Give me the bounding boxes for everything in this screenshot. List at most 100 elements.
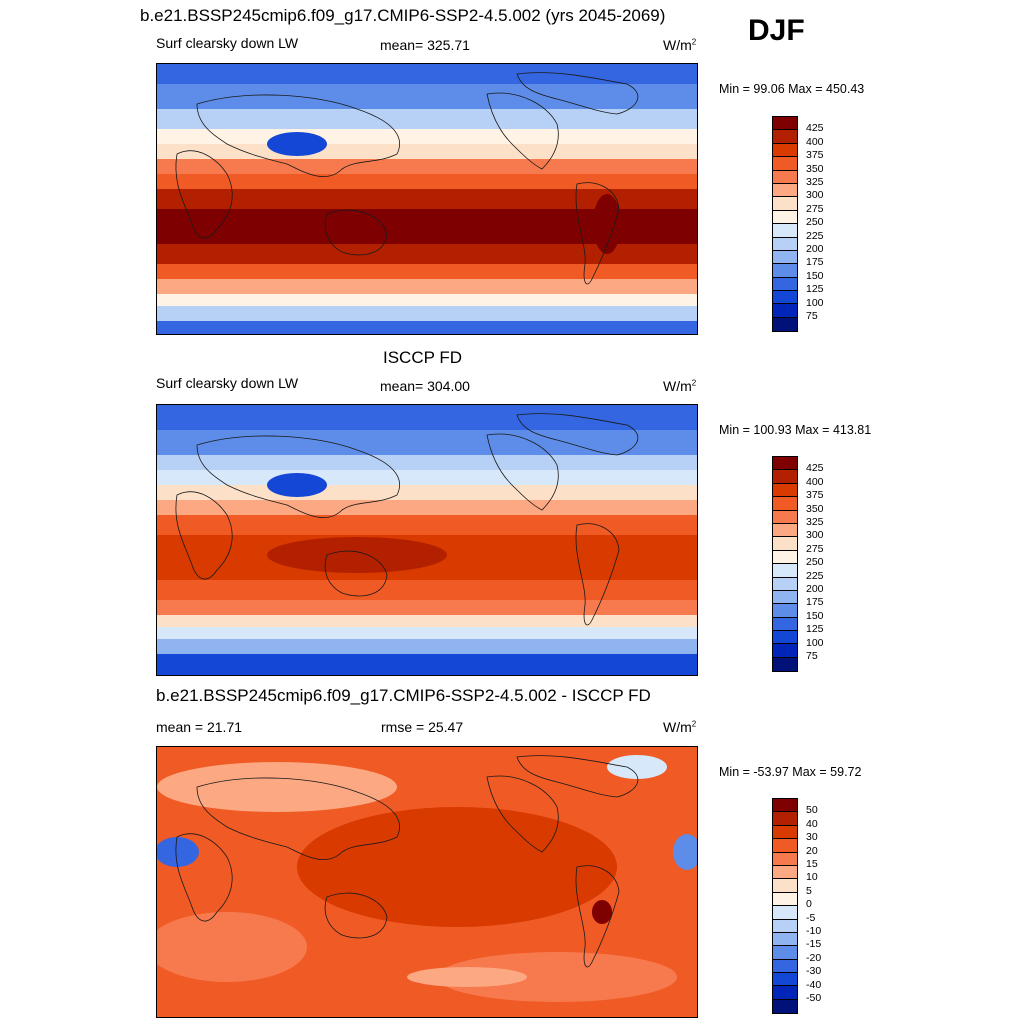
field-band — [157, 654, 697, 675]
coastline — [324, 892, 388, 939]
colorbar-swatch — [773, 130, 797, 144]
colorbar-swatch — [773, 590, 797, 605]
coastline — [486, 775, 559, 853]
coastline — [175, 833, 233, 922]
field-band — [157, 109, 697, 129]
colorbar-swatch — [773, 470, 797, 484]
colorbar-swatch — [773, 523, 797, 538]
colorbar-tick-label: 375 — [806, 489, 824, 502]
colorbar-tick-label: 175 — [806, 596, 824, 609]
colorbar-swatch — [773, 237, 797, 251]
panel3-colorbar — [772, 798, 798, 1015]
panel1-minmax: Min = 99.06 Max = 450.43 — [719, 82, 865, 96]
coastline — [175, 491, 233, 580]
field-band — [157, 639, 697, 654]
colorbar-tick-label: 20 — [806, 844, 818, 857]
colorbar-swatch — [773, 250, 797, 265]
colorbar-tick-label: -15 — [806, 938, 822, 951]
panel2-colorbar — [772, 456, 798, 673]
field-band — [157, 500, 697, 515]
colorbar-swatch — [773, 919, 797, 933]
colorbar-swatch — [773, 799, 797, 813]
panel1-map — [156, 63, 698, 335]
colorbar-swatch — [773, 879, 797, 893]
panel1-colorbar-box — [772, 116, 798, 333]
coastline — [486, 92, 559, 170]
field-blob — [157, 912, 307, 982]
panel3-unit-label: W/m2 — [663, 719, 697, 735]
field-band — [157, 144, 697, 159]
panel1-colorbar — [772, 116, 798, 333]
colorbar-swatch — [773, 210, 797, 225]
field-blob — [607, 755, 667, 779]
colorbar-tick-label: 5 — [806, 884, 812, 897]
colorbar-tick-label: 325 — [806, 516, 824, 528]
panel2-unit-label: W/m2 — [663, 378, 697, 394]
panel2-map — [156, 404, 698, 676]
colorbar-swatch — [773, 825, 797, 840]
coastline — [324, 209, 388, 256]
colorbar-tick-label: 100 — [806, 636, 824, 649]
colorbar-tick-label: 75 — [806, 310, 818, 322]
field-band — [157, 321, 697, 334]
colorbar-tick-label: 200 — [806, 583, 824, 595]
coastline — [324, 550, 388, 597]
field-band — [157, 279, 697, 294]
colorbar-swatch — [773, 304, 797, 318]
colorbar-tick-label: 50 — [806, 804, 818, 817]
colorbar-tick-label: 375 — [806, 149, 824, 162]
panel1-left-label: Surf clearsky down LW — [156, 35, 299, 51]
colorbar-tick-label: 350 — [806, 502, 824, 515]
colorbar-swatch — [773, 986, 797, 1000]
panel2-title: ISCCP FD — [383, 348, 463, 367]
coastline — [575, 523, 620, 626]
coastline — [516, 72, 639, 115]
colorbar-tick-label: -5 — [806, 911, 816, 924]
coastline — [516, 413, 639, 456]
field-band — [157, 615, 697, 627]
field-blob — [297, 807, 617, 927]
colorbar-tick-label: 275 — [806, 202, 824, 215]
colorbar-swatch — [773, 973, 797, 987]
colorbar-tick-label: 300 — [806, 189, 824, 202]
panel1-mean-label: mean= 325.71 — [380, 37, 470, 53]
panel3-minmax: Min = -53.97 Max = 59.72 — [719, 765, 862, 779]
colorbar-swatch — [773, 170, 797, 184]
colorbar-tick-label: -10 — [806, 925, 822, 937]
colorbar-tick-label: 125 — [806, 623, 824, 636]
colorbar-swatch — [773, 617, 797, 632]
field-blob — [407, 967, 527, 987]
field-blob — [267, 537, 447, 573]
colorbar-tick-label: 30 — [806, 831, 818, 844]
colorbar-swatch — [773, 852, 797, 866]
colorbar-tick-label: 225 — [806, 569, 824, 582]
coastline — [516, 755, 639, 798]
colorbar-swatch — [773, 550, 797, 565]
colorbar-tick-label: 200 — [806, 243, 824, 255]
colorbar-tick-label: 40 — [806, 817, 818, 830]
coastline — [486, 433, 559, 511]
colorbar-tick-label: -30 — [806, 965, 822, 978]
field-band — [157, 294, 697, 306]
colorbar-tick-label: 175 — [806, 256, 824, 269]
colorbar-tick-label: 10 — [806, 871, 818, 884]
field-band — [157, 600, 697, 615]
colorbar-tick-label: 325 — [806, 176, 824, 188]
colorbar-swatch — [773, 999, 797, 1014]
coastline — [196, 435, 400, 518]
field-band — [157, 627, 697, 639]
field-band — [157, 189, 697, 209]
field-band — [157, 174, 697, 189]
panel3-map — [156, 746, 698, 1018]
colorbar-tick-label: -20 — [806, 951, 822, 964]
panel1-unit-label: W/m2 — [663, 37, 697, 53]
colorbar-swatch — [773, 839, 797, 853]
panel2-map-svg — [157, 405, 697, 675]
colorbar-tick-label: 425 — [806, 122, 824, 135]
colorbar-swatch — [773, 143, 797, 158]
panel2-mean-label: mean= 304.00 — [380, 378, 470, 394]
field-blob — [157, 837, 199, 867]
colorbar-tick-label: 75 — [806, 650, 818, 662]
colorbar-tick-label: 250 — [806, 556, 824, 569]
field-band — [157, 485, 697, 500]
